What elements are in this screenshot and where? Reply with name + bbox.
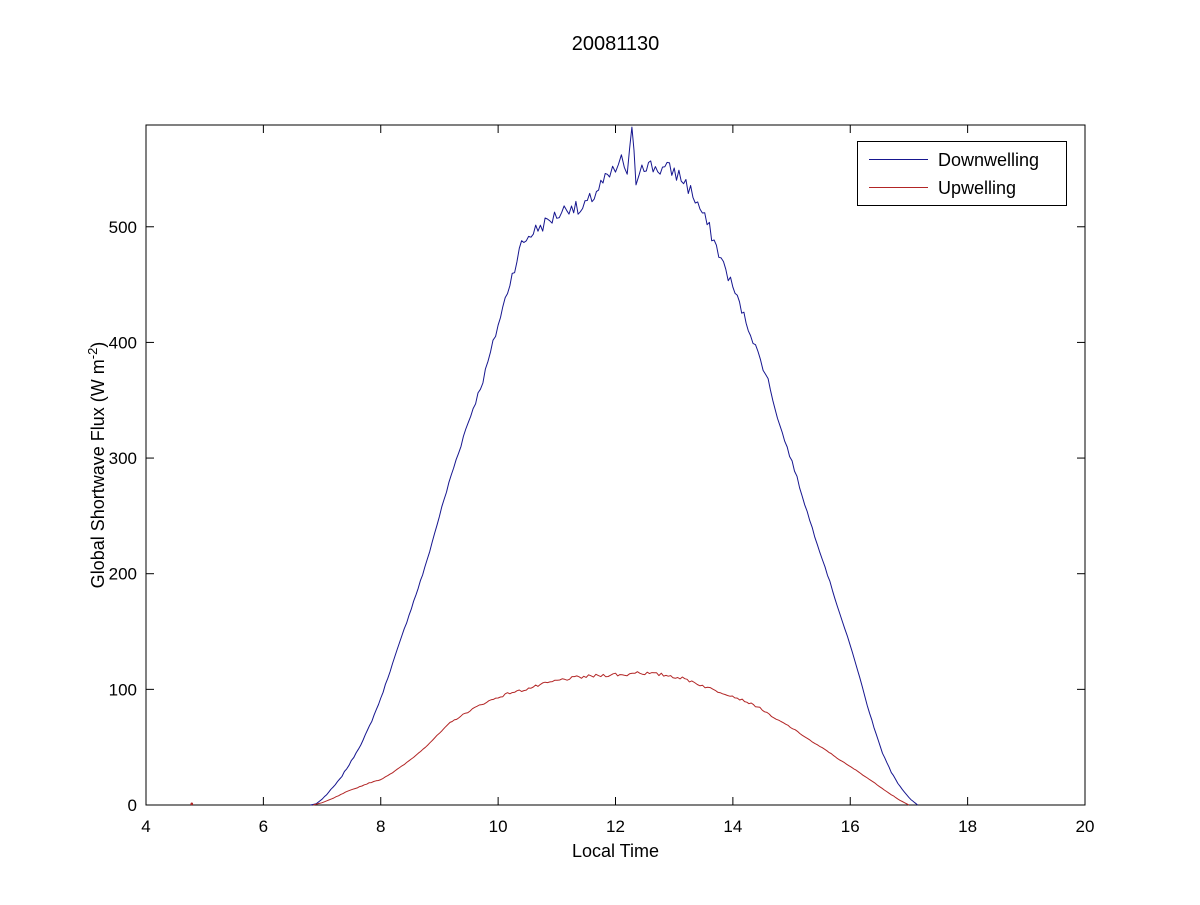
y-axis-label-main: Global Shortwave Flux (W m: [88, 359, 108, 589]
x-tick-label: 4: [141, 817, 150, 836]
upwelling-line-swatch: [869, 187, 928, 188]
y-axis-label-superscript: -2: [85, 347, 100, 360]
y-tick-label: 200: [109, 565, 137, 584]
y-axis-label: Global Shortwave Flux (W m-2): [85, 342, 109, 589]
legend-label-upwelling: Upwelling: [938, 177, 1017, 198]
x-axis-label: Local Time: [571, 841, 660, 861]
axes-box: [145, 124, 1086, 806]
stray-point: [190, 802, 194, 806]
y-axis-label-end: ): [88, 341, 108, 348]
upwelling-line: [313, 671, 910, 806]
y-tick-label: 300: [109, 449, 137, 468]
x-tick-label: 8: [376, 817, 385, 836]
downwelling-line-swatch: [869, 159, 928, 160]
x-tick-label: 18: [958, 817, 977, 836]
chart-title: 20081130: [571, 33, 660, 55]
x-tick-label: 14: [723, 817, 742, 836]
legend: Downwelling Upwelling: [857, 141, 1067, 206]
x-tick-label: 16: [841, 817, 860, 836]
y-tick-label: 100: [109, 680, 137, 699]
x-tick-label: 12: [606, 817, 625, 836]
legend-entry-downwelling: Downwelling: [858, 149, 1066, 171]
y-tick-label: 500: [109, 218, 137, 237]
legend-entry-upwelling: Upwelling: [858, 177, 1066, 199]
legend-label-downwelling: Downwelling: [938, 149, 1040, 170]
downwelling-line: [310, 126, 919, 806]
x-tick-label: 10: [489, 817, 508, 836]
x-tick-label: 20: [1076, 817, 1095, 836]
x-tick-label: 6: [259, 817, 268, 836]
y-tick-label: 0: [128, 796, 137, 815]
y-tick-label: 400: [109, 333, 137, 352]
